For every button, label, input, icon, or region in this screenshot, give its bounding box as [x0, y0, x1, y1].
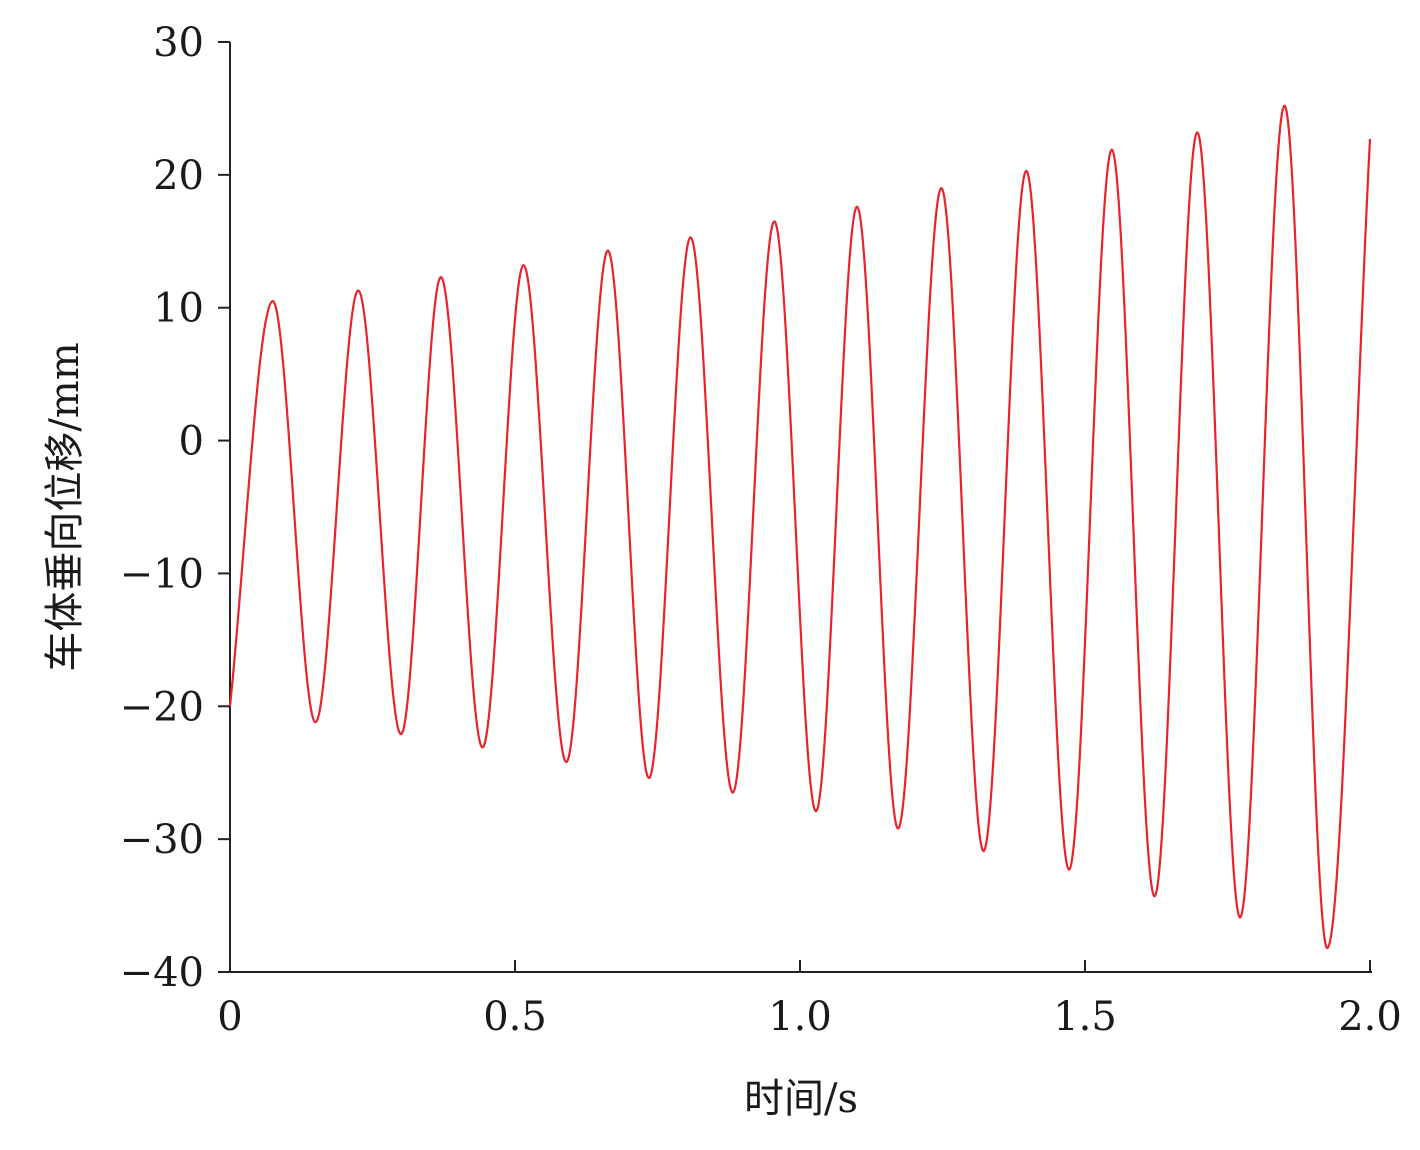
axes: [229, 42, 1372, 973]
y-tick-label: 10: [153, 286, 204, 332]
x-tick-label: 0.5: [483, 994, 547, 1040]
series-line: [228, 104, 1372, 950]
y-tick-label: 0: [179, 419, 204, 465]
x-tick-label: 1.0: [768, 994, 832, 1040]
x-axis-title: 时间/s: [744, 1076, 858, 1122]
y-tick-label: −30: [120, 817, 204, 863]
y-tick-label: 30: [153, 20, 204, 66]
x-tick-label: 1.5: [1053, 994, 1117, 1040]
tick-labels: 30 20 10 0 −10 −20 −30 −40 0 0.5 1.0 1.5 2.0: [120, 20, 1402, 1040]
y-axis-title: 车体垂向位移/mm: [42, 342, 88, 671]
x-tick-label: 2.0: [1338, 994, 1402, 1040]
x-tick-label: 0: [217, 994, 242, 1040]
y-tick-label: 20: [153, 153, 204, 199]
y-tick-label: −40: [120, 950, 204, 996]
y-tick-label: −10: [120, 551, 204, 597]
ticks: [218, 41, 1371, 973]
y-tick-label: −20: [120, 684, 204, 730]
